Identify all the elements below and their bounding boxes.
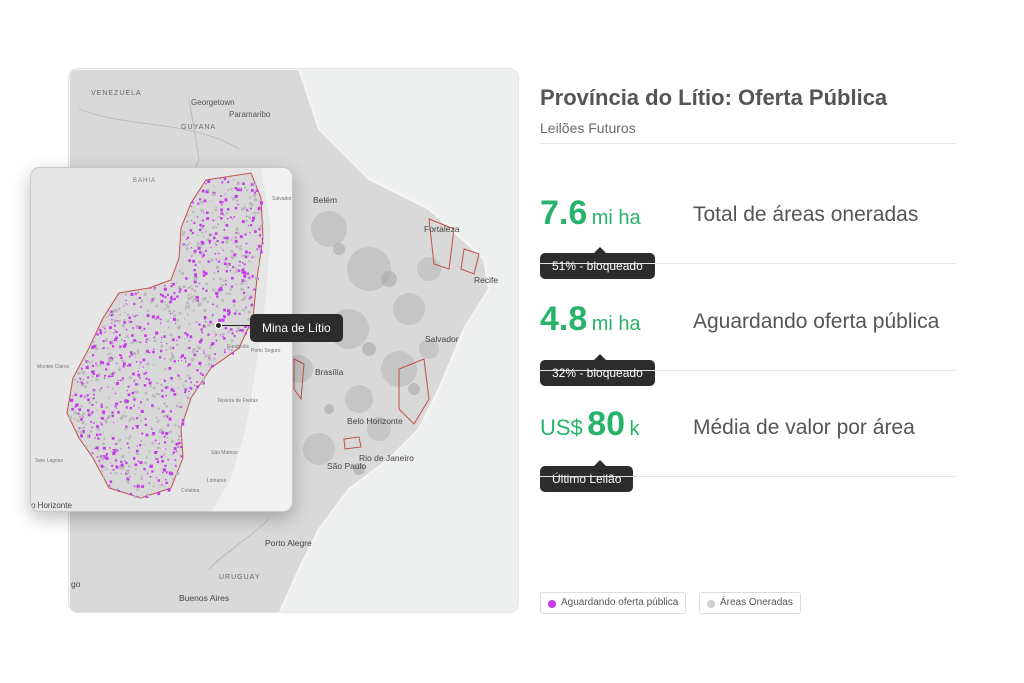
inset-label-eunapolis: Eunápolis	[227, 344, 249, 350]
label-paramaribo: Paramaribo	[229, 110, 271, 119]
kpi-awaiting-label: Aguardando oferta pública	[693, 310, 940, 333]
kpi-total-label: Total de áreas oneradas	[693, 203, 919, 226]
inset-label-montes-claros: Montes Claros	[37, 364, 70, 370]
kpi-total-value: 7.6 mi ha	[540, 194, 641, 233]
label-belo-horizonte: Belo Horizonte	[347, 416, 403, 426]
divider	[540, 370, 956, 371]
inset-map[interactable]: BAHIA Salvador Montes Claros Teixeira de…	[30, 167, 293, 512]
legend-oneradas[interactable]: Áreas Oneradas	[699, 592, 801, 614]
legend-label: Aguardando oferta pública	[561, 597, 679, 608]
kpi-unit: mi ha	[591, 313, 641, 335]
inset-label-salvador: Salvador	[272, 196, 292, 202]
page-title: Província do Lítio: Oferta Pública	[540, 85, 888, 110]
kpi-prefix: US$	[540, 415, 583, 440]
label-salvador: Salvador	[425, 334, 459, 344]
inset-label-linhares: Linhares	[207, 478, 227, 484]
label-guyana: GUYANA	[181, 124, 217, 131]
label-uruguay: URUGUAY	[219, 574, 261, 581]
label-go: go	[71, 579, 81, 589]
legend-swatch	[548, 600, 556, 608]
kpi-unit: mi ha	[591, 207, 641, 229]
kpi-average-value: US$ 80 k	[540, 405, 640, 444]
legend-swatch	[707, 600, 715, 608]
legend-awaiting[interactable]: Aguardando oferta pública	[540, 592, 687, 614]
label-venezuela: VENEZUELA	[91, 90, 142, 97]
kpi-number: 7.6	[540, 194, 588, 232]
label-fortaleza: Fortaleza	[424, 224, 460, 234]
kpi-number: 80	[587, 405, 626, 443]
kpi-total-tag: 51% - bloqueado	[540, 247, 655, 279]
label-recife: Recife	[474, 275, 499, 285]
divider	[540, 143, 956, 144]
kpi-number: 4.8	[540, 300, 588, 338]
inset-label-bahia: BAHIA	[133, 178, 157, 184]
inset-label-porto-seguro: Porto Seguro	[251, 348, 281, 354]
callout-line	[219, 325, 251, 326]
lithium-areas	[68, 177, 264, 499]
divider	[540, 263, 956, 264]
label-brasilia: Brasília	[315, 367, 344, 377]
kpi-awaiting-tag: 32% - bloqueado	[540, 354, 655, 386]
page-subtitle: Leilões Futuros	[540, 120, 636, 136]
label-buenos-aires: Buenos Aires	[179, 593, 230, 603]
mine-callout: Mina de Lítio	[250, 314, 343, 342]
inset-svg	[31, 168, 292, 511]
inset-label-sao-mateus: São Mateus	[211, 450, 238, 456]
inset-label-lagoas: Sete Lagoas	[35, 458, 64, 464]
kpi-average-tag: Último Leilão	[540, 460, 634, 492]
inset-label-teixeira: Teixeira de Freitas	[217, 398, 258, 404]
mine-marker[interactable]	[215, 322, 222, 329]
inset-label-colatina: Colatina	[181, 488, 200, 494]
label-sao-paulo: São Paulo	[327, 461, 367, 471]
label-georgetown: Georgetown	[191, 98, 235, 107]
kpi-unit: k	[629, 418, 640, 440]
legend-label: Áreas Oneradas	[720, 597, 793, 608]
label-belem: Belém	[313, 195, 338, 205]
kpi-awaiting-value: 4.8 mi ha	[540, 300, 641, 339]
label-porto-alegre: Porto Alegre	[265, 538, 312, 548]
inset-label-horizonte: o Horizonte	[31, 501, 72, 510]
kpi-average-label: Média de valor por área	[693, 416, 915, 439]
divider	[540, 476, 956, 477]
label-rio: Rio de Janeiro	[359, 453, 414, 463]
